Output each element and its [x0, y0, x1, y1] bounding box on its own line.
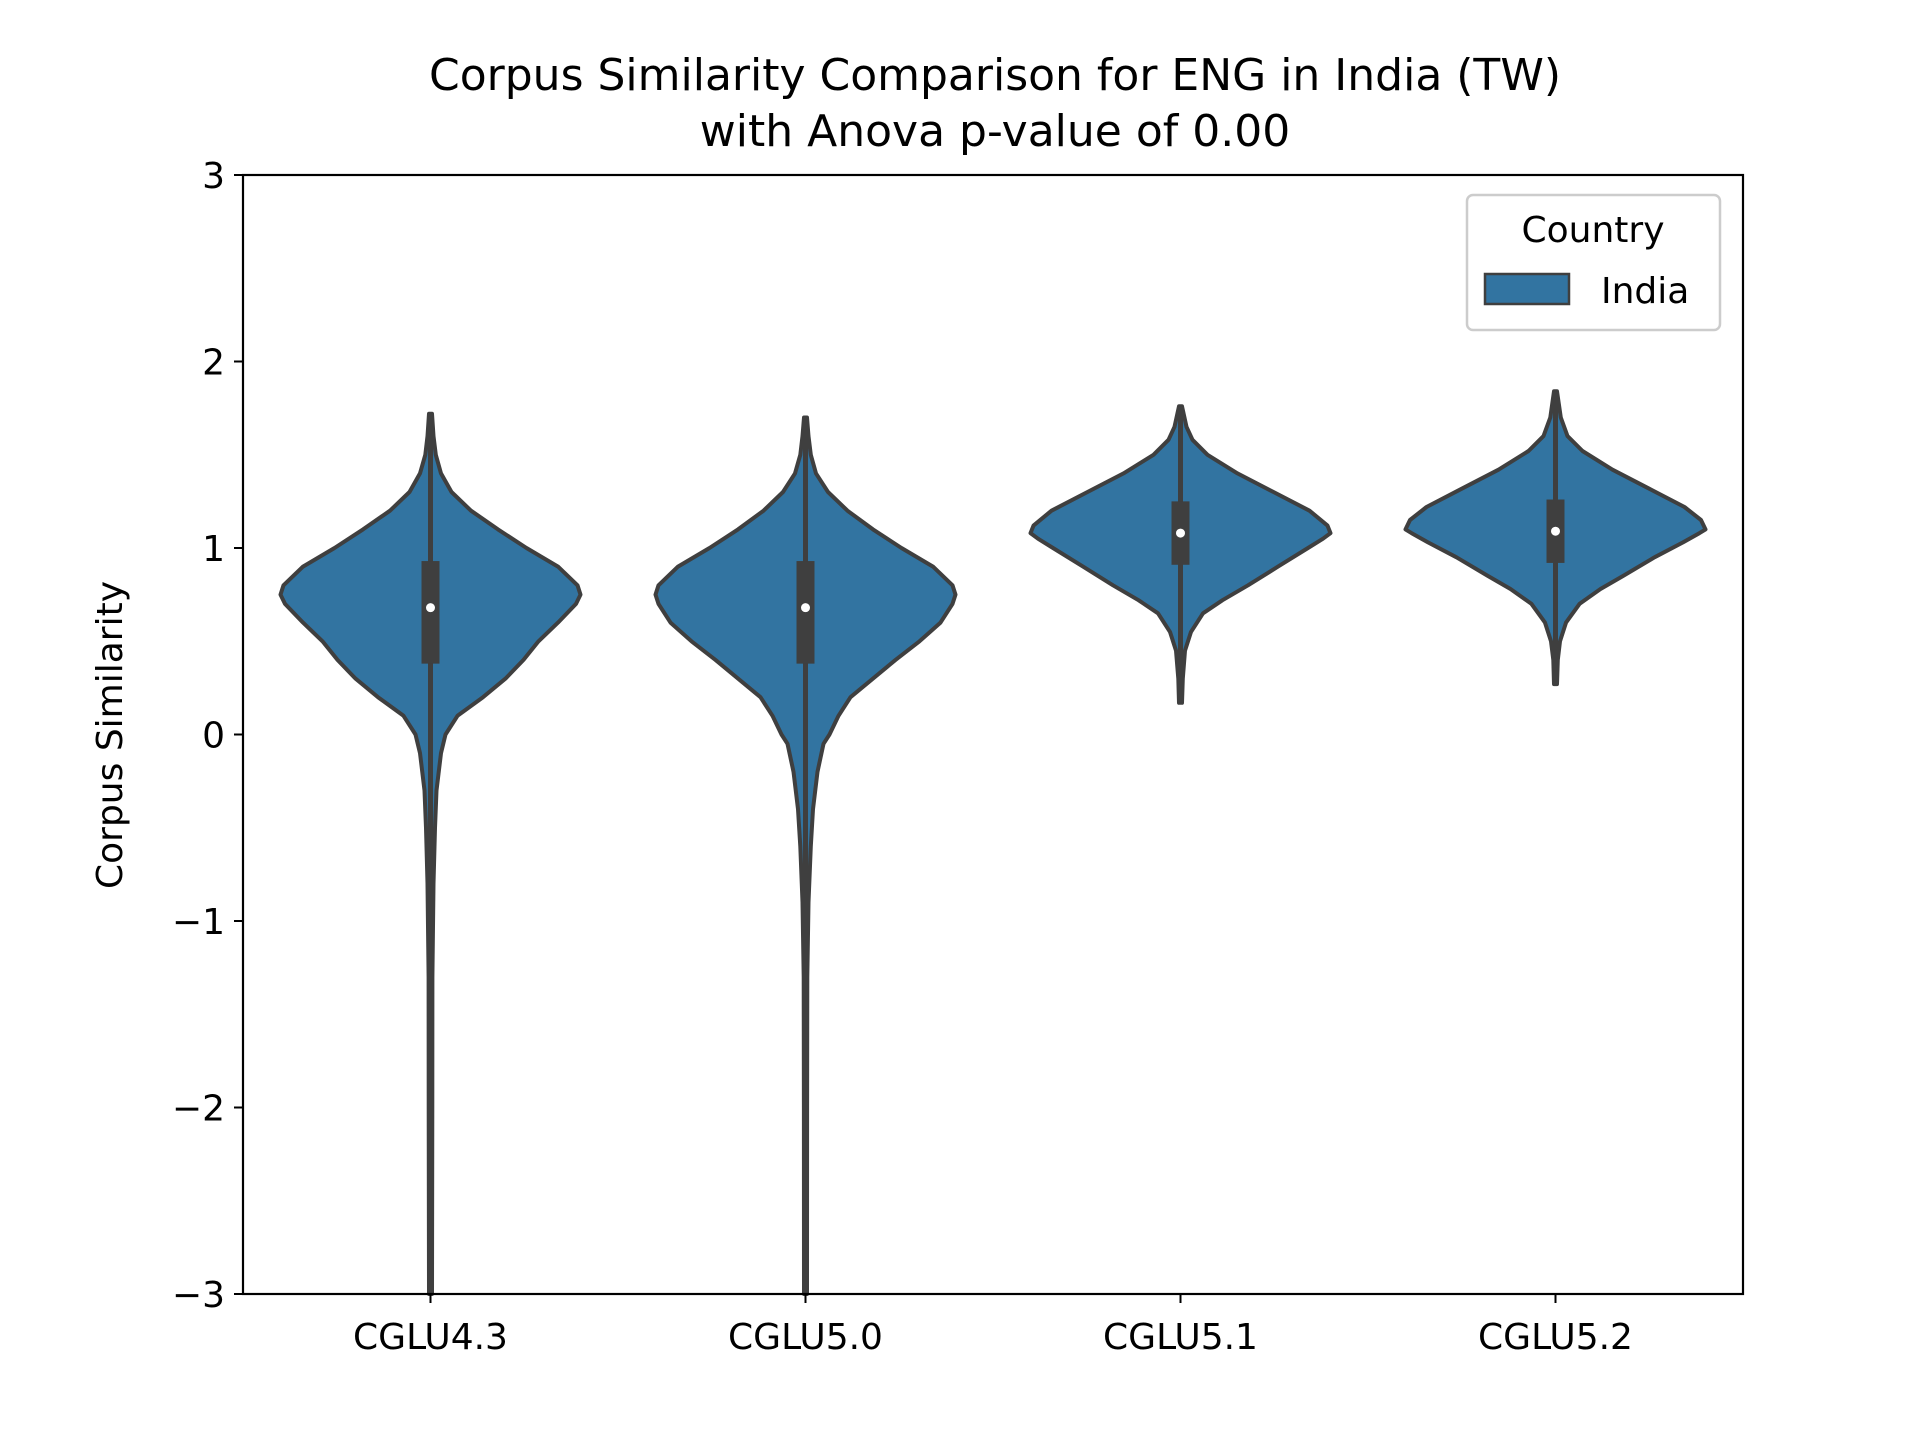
violin-median-dot	[1176, 528, 1185, 538]
y-axis-label: Corpus Similarity	[90, 581, 131, 889]
y-tick-label: −2	[172, 1089, 225, 1130]
x-axis: CGLU4.3 CGLU5.0 CGLU5.1 CGLU5.2	[353, 1294, 1633, 1358]
chart-title-line1: Corpus Similarity Comparison for ENG in …	[429, 50, 1561, 101]
legend-title: Country	[1521, 210, 1664, 251]
x-tick-label: CGLU4.3	[353, 1317, 508, 1358]
legend-entry-india: India	[1601, 271, 1689, 312]
x-tick-label: CGLU5.0	[728, 1317, 883, 1358]
y-axis: −3 −2 −1 0 1 2 3	[172, 156, 243, 1316]
legend-swatch-india	[1483, 272, 1571, 306]
y-tick-label: 1	[202, 529, 225, 570]
x-tick-label: CGLU5.2	[1478, 1317, 1633, 1358]
violin-median-dot	[1551, 526, 1560, 536]
x-tick-label: CGLU5.1	[1103, 1317, 1258, 1358]
chart-title-line2: with Anova p-value of 0.00	[700, 106, 1290, 157]
violin-iqr-box	[796, 561, 815, 664]
violin-layer	[278, 389, 1708, 1296]
y-tick-label: 3	[202, 156, 225, 197]
y-tick-label: 2	[202, 343, 225, 384]
y-tick-label: −3	[172, 1275, 225, 1316]
y-tick-label: −1	[172, 902, 225, 943]
plot-frame	[241, 173, 1745, 1296]
violin-median-dot	[426, 603, 435, 613]
legend: Country India	[1465, 193, 1722, 332]
violin-median-dot	[801, 603, 810, 613]
violin-iqr-box	[421, 561, 440, 664]
y-tick-label: 0	[202, 716, 225, 757]
